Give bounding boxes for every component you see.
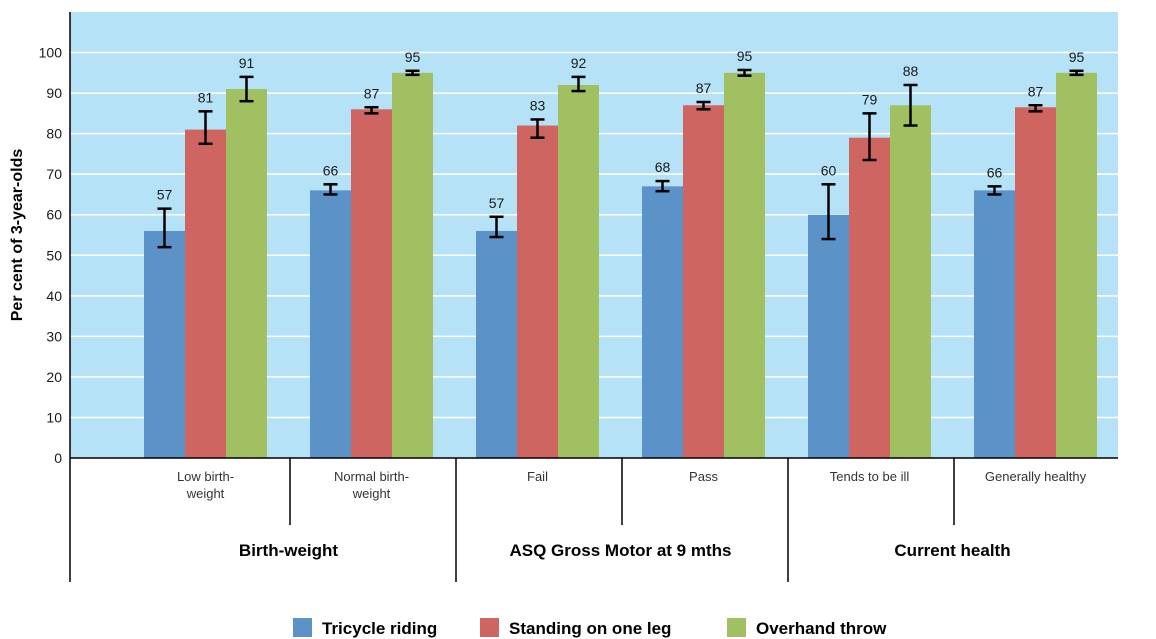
category-label: Pass <box>689 469 718 484</box>
y-tick-label: 60 <box>46 207 62 223</box>
bar <box>642 186 683 458</box>
bar <box>1056 72 1097 459</box>
data-label: 87 <box>1028 83 1044 99</box>
bar <box>724 72 765 459</box>
legend-label: Tricycle riding <box>322 619 437 638</box>
category-label: weight <box>186 486 225 501</box>
data-label: 81 <box>198 89 214 105</box>
y-tick-label: 100 <box>39 45 63 61</box>
bar <box>310 190 351 458</box>
bar <box>392 72 433 459</box>
y-tick-label: 40 <box>46 288 62 304</box>
data-label: 66 <box>987 164 1003 180</box>
bar <box>558 84 599 459</box>
data-label: 79 <box>862 91 878 107</box>
data-label: 92 <box>571 55 587 71</box>
data-label: 83 <box>530 97 546 113</box>
bars <box>144 72 1097 459</box>
bar <box>683 105 724 458</box>
data-label: 57 <box>489 195 505 211</box>
bar <box>144 230 185 458</box>
error-bars <box>157 68 1084 249</box>
legend: Tricycle riding Standing on one leg Overha… <box>293 618 887 638</box>
category-label: Low birth- <box>177 469 234 484</box>
data-label: 57 <box>157 187 173 203</box>
category-label: Generally healthy <box>985 469 1087 484</box>
group-label: ASQ Gross Motor at 9 mths <box>510 541 732 560</box>
group-label: Birth-weight <box>239 541 338 560</box>
legend-label: Standing on one leg <box>509 619 671 638</box>
data-label: 95 <box>1069 49 1085 65</box>
bar <box>517 125 558 458</box>
data-label: 87 <box>696 80 712 96</box>
category-label: weight <box>352 486 391 501</box>
data-label: 91 <box>239 55 255 71</box>
data-label: 66 <box>323 162 339 178</box>
legend-swatch <box>727 618 746 637</box>
y-axis: 0 10 20 30 40 50 60 70 80 90 100 <box>39 12 71 582</box>
legend-swatch <box>480 618 499 637</box>
bar <box>185 129 226 458</box>
y-tick-label: 30 <box>46 328 62 344</box>
y-tick-label: 10 <box>46 409 62 425</box>
data-label: 60 <box>821 162 837 178</box>
y-tick-label: 80 <box>46 126 62 142</box>
data-label: 88 <box>903 63 919 79</box>
bar <box>1015 107 1056 459</box>
data-label: 87 <box>364 85 380 101</box>
legend-label: Overhand throw <box>756 619 887 638</box>
y-tick-label: 20 <box>46 369 62 385</box>
bar <box>476 230 517 458</box>
category-label: Fail <box>527 469 548 484</box>
bar <box>226 89 267 458</box>
y-tick-label: 70 <box>46 166 62 182</box>
data-labels: 57 81 91 66 87 95 57 83 92 68 87 95 60 79 88 66 87 95 <box>157 48 1085 211</box>
group-label: Current health <box>894 541 1010 560</box>
data-label: 95 <box>405 49 421 65</box>
bar <box>974 190 1015 458</box>
y-tick-label: 90 <box>46 85 62 101</box>
legend-swatch <box>293 618 312 637</box>
y-axis-title: Per cent of 3-year-olds <box>9 149 26 322</box>
x-axis: Low birth-weight Normal birth-weight Fail P… <box>70 457 1118 582</box>
y-tick-label: 0 <box>54 450 62 466</box>
bar <box>849 137 890 458</box>
data-label: 95 <box>737 48 753 64</box>
bar <box>808 214 849 458</box>
category-label: Normal birth- <box>334 469 409 484</box>
data-label: 68 <box>655 159 671 175</box>
bar <box>351 109 392 459</box>
category-label: Tends to be ill <box>830 469 910 484</box>
bar <box>890 105 931 458</box>
y-tick-label: 50 <box>46 247 62 263</box>
